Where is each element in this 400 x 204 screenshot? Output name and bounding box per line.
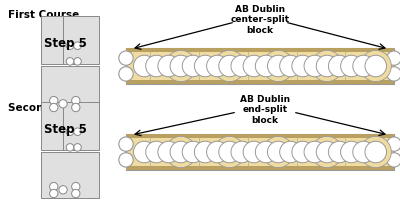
Bar: [126, 166, 394, 170]
Circle shape: [119, 52, 133, 66]
Text: AB Dublin
center-split
block: AB Dublin center-split block: [230, 5, 290, 35]
Circle shape: [146, 56, 167, 77]
Circle shape: [74, 128, 81, 136]
Circle shape: [66, 58, 74, 66]
Circle shape: [219, 142, 240, 163]
Bar: [63, 103, 99, 150]
Circle shape: [74, 144, 81, 151]
Bar: [41, 152, 99, 198]
Text: AB Dublin
end-split
block: AB Dublin end-split block: [240, 94, 290, 124]
Circle shape: [146, 142, 167, 163]
Bar: [41, 67, 99, 113]
Circle shape: [243, 142, 265, 163]
Circle shape: [207, 56, 228, 77]
Circle shape: [268, 56, 289, 77]
Circle shape: [387, 67, 400, 82]
Circle shape: [263, 137, 294, 168]
Circle shape: [304, 56, 326, 77]
Text: First Course: First Course: [8, 10, 79, 20]
Circle shape: [387, 137, 400, 152]
Circle shape: [231, 56, 252, 77]
Circle shape: [255, 56, 277, 77]
Bar: [126, 134, 394, 138]
Circle shape: [255, 142, 277, 163]
Circle shape: [387, 153, 400, 167]
Circle shape: [214, 51, 245, 82]
Circle shape: [280, 56, 301, 77]
Circle shape: [50, 190, 58, 198]
Circle shape: [311, 51, 343, 82]
Circle shape: [66, 43, 74, 50]
Circle shape: [316, 142, 338, 163]
Circle shape: [158, 142, 179, 163]
Circle shape: [72, 183, 80, 191]
Bar: [41, 103, 63, 150]
Circle shape: [72, 190, 80, 198]
Circle shape: [360, 137, 391, 168]
Circle shape: [50, 183, 58, 191]
Circle shape: [59, 100, 67, 109]
Circle shape: [119, 67, 133, 82]
Circle shape: [280, 142, 301, 163]
Bar: [63, 17, 99, 65]
Circle shape: [353, 56, 374, 77]
Circle shape: [119, 153, 133, 167]
Circle shape: [207, 142, 228, 163]
Circle shape: [170, 142, 192, 163]
Circle shape: [74, 58, 81, 66]
Text: Step 5: Step 5: [44, 122, 87, 135]
Circle shape: [72, 104, 80, 112]
Circle shape: [292, 142, 313, 163]
Circle shape: [50, 104, 58, 112]
Circle shape: [268, 142, 289, 163]
Circle shape: [316, 56, 338, 77]
Circle shape: [360, 51, 391, 82]
Circle shape: [243, 56, 265, 77]
Circle shape: [341, 142, 362, 163]
Bar: [126, 81, 394, 84]
Circle shape: [353, 142, 374, 163]
Circle shape: [66, 128, 74, 136]
Circle shape: [219, 56, 240, 77]
Circle shape: [292, 56, 313, 77]
Text: Step 5: Step 5: [44, 36, 87, 49]
Circle shape: [66, 144, 74, 151]
Circle shape: [134, 56, 155, 77]
Circle shape: [182, 142, 204, 163]
Bar: [126, 134, 394, 170]
Circle shape: [74, 43, 81, 50]
Circle shape: [214, 137, 245, 168]
Circle shape: [165, 137, 196, 168]
Circle shape: [311, 137, 343, 168]
Circle shape: [365, 56, 386, 77]
Circle shape: [387, 52, 400, 66]
Circle shape: [328, 142, 350, 163]
Circle shape: [134, 142, 155, 163]
Circle shape: [158, 56, 179, 77]
Circle shape: [72, 97, 80, 105]
Circle shape: [304, 142, 326, 163]
Circle shape: [194, 142, 216, 163]
Text: Second Course: Second Course: [8, 102, 95, 112]
Circle shape: [170, 56, 192, 77]
Circle shape: [182, 56, 204, 77]
Circle shape: [365, 142, 386, 163]
Circle shape: [231, 142, 252, 163]
Bar: [126, 49, 394, 84]
Circle shape: [328, 56, 350, 77]
Circle shape: [341, 56, 362, 77]
Circle shape: [263, 51, 294, 82]
Bar: [41, 17, 63, 65]
Circle shape: [50, 97, 58, 105]
Circle shape: [194, 56, 216, 77]
Bar: [126, 49, 394, 52]
Circle shape: [59, 186, 67, 194]
Circle shape: [119, 137, 133, 152]
Circle shape: [165, 51, 196, 82]
